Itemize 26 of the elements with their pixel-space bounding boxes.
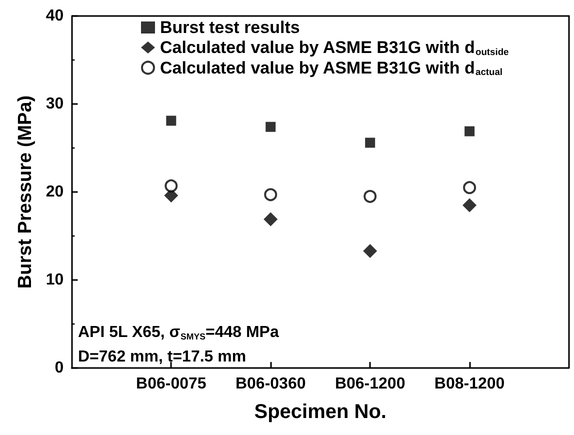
x-tick-label: B06-0360	[235, 376, 306, 392]
point	[266, 122, 276, 132]
point	[363, 244, 378, 258]
x-tick-label: B08-1200	[434, 376, 505, 392]
point	[364, 190, 377, 203]
legend-label: Calculated value by ASME B31G with doutside	[160, 38, 509, 57]
x-tick-label: B06-0075	[136, 376, 206, 392]
annotation: D=762 mm, t=17.5 mm	[78, 348, 246, 366]
point	[166, 116, 176, 126]
y-tick-label: 0	[54, 360, 64, 376]
y-tick-label: 10	[46, 272, 64, 288]
x-tick-label: B06-1200	[334, 376, 406, 392]
y-tick-label: 40	[46, 8, 64, 24]
point	[365, 138, 376, 148]
x-axis-title: Specimen No.	[254, 401, 386, 423]
point	[264, 212, 278, 226]
legend-label: Burst test results	[160, 18, 300, 37]
y-tick-label: 20	[46, 184, 64, 200]
point	[463, 181, 476, 194]
y-tick-label: 30	[46, 96, 64, 112]
legend-label: Calculated value by ASME B31G with dactual	[160, 58, 503, 78]
point	[264, 188, 278, 202]
point	[164, 179, 178, 192]
point	[462, 198, 477, 212]
y-axis-title: Burst Pressure (MPa)	[15, 95, 36, 289]
point	[464, 126, 475, 136]
